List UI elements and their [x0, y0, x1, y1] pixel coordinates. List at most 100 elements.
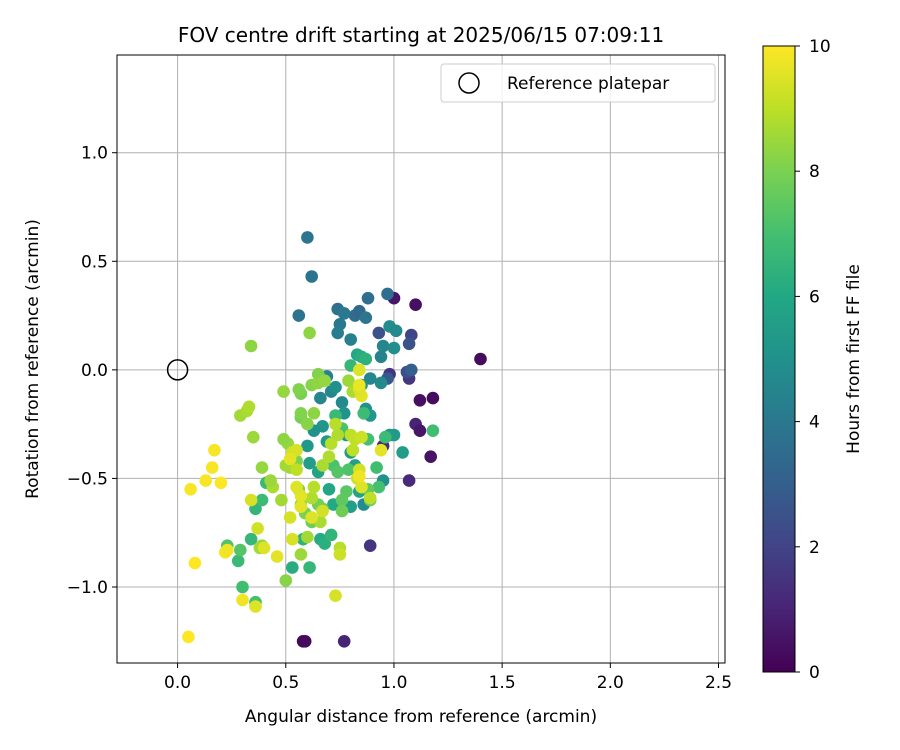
data-point-23 [301, 231, 314, 244]
x-tick-label: 1.0 [380, 673, 407, 693]
y-tick-label: 0.0 [81, 361, 108, 381]
data-point-128 [275, 493, 288, 507]
data-point-168 [290, 463, 303, 477]
data-point-71 [324, 528, 338, 542]
data-point-132 [247, 430, 260, 444]
data-point-53 [335, 396, 349, 409]
y-tick-label: −0.5 [67, 469, 108, 489]
data-point-159 [333, 548, 347, 561]
data-point-50 [314, 391, 327, 405]
data-point-166 [290, 443, 303, 457]
data-point-77 [255, 493, 269, 507]
data-point-139 [294, 548, 308, 561]
data-point-161 [305, 511, 319, 524]
data-point-162 [283, 511, 297, 524]
data-point-47 [396, 446, 409, 459]
data-point-148 [329, 417, 342, 431]
data-point-153 [355, 430, 368, 444]
data-point-130 [264, 474, 277, 487]
data-point-90 [370, 461, 383, 474]
data-point-116 [292, 383, 306, 396]
data-point-160 [316, 504, 329, 518]
data-point-1 [298, 635, 312, 648]
legend-reference-marker [458, 72, 480, 94]
data-point-184 [188, 556, 202, 570]
chart-title: FOV centre drift starting at 2025/06/15 … [178, 23, 664, 47]
data-point-113 [301, 417, 314, 431]
data-point-114 [307, 407, 321, 420]
data-point-145 [322, 450, 336, 464]
data-point-19 [372, 326, 386, 340]
data-point-103 [335, 504, 349, 518]
x-axis-label: Angular distance from reference (arcmin) [245, 707, 597, 727]
data-point-2 [337, 635, 351, 648]
data-point-190 [353, 378, 366, 392]
data-point-140 [301, 530, 314, 544]
x-tick-label: 1.5 [489, 673, 516, 693]
data-point-183 [184, 483, 197, 496]
data-point-125 [277, 433, 290, 446]
data-point-164 [294, 500, 308, 513]
data-point-29 [361, 291, 375, 305]
data-point-41 [374, 376, 388, 390]
y-axis: −1.0 −0.5 0.0 0.5 1.0 [67, 144, 117, 598]
colorbar-tick-label: 2 [809, 538, 820, 558]
legend-entry-reference: Reference platepar [507, 74, 669, 94]
data-point-182 [214, 476, 228, 490]
data-point-79 [231, 554, 245, 568]
data-point-167 [290, 480, 303, 494]
data-point-149 [342, 374, 355, 388]
data-point-74 [303, 561, 316, 574]
data-point-131 [255, 461, 269, 474]
data-point-18 [402, 337, 416, 351]
colorbar-tick-label: 8 [809, 162, 820, 182]
colorbar-tick-label: 4 [809, 413, 820, 433]
data-point-22 [381, 287, 394, 301]
data-points [182, 231, 487, 648]
data-point-8 [424, 450, 438, 464]
data-point-174 [244, 493, 258, 507]
x-tick-label: 0.5 [272, 673, 299, 693]
data-point-80 [236, 580, 249, 594]
data-point-6 [413, 394, 427, 407]
colorbar-tick-label: 10 [809, 37, 831, 57]
y-tick-label: 0.5 [81, 252, 108, 272]
data-point-170 [286, 532, 299, 546]
x-tick-label: 0.0 [164, 673, 191, 693]
data-point-91 [372, 480, 386, 494]
data-point-154 [346, 443, 360, 457]
data-point-25 [292, 309, 306, 322]
y-axis-label: Rotation from reference (arcmin) [23, 219, 43, 499]
data-point-30 [359, 311, 373, 325]
data-point-34 [344, 333, 358, 346]
plot-frame [116, 54, 726, 664]
data-point-88 [357, 407, 371, 420]
colorbar: 0 2 4 6 8 10 Hours from first FF file [762, 37, 864, 683]
data-point-178 [221, 543, 234, 557]
reference-platepar-marker [166, 359, 189, 381]
colorbar-gradient [762, 45, 796, 673]
data-point-33 [331, 326, 345, 340]
data-point-172 [251, 522, 264, 535]
data-point-192 [374, 443, 388, 457]
data-point-112 [294, 407, 308, 420]
data-point-100 [335, 493, 349, 507]
data-point-120 [318, 374, 332, 388]
data-point-144 [316, 459, 329, 472]
data-point-12 [363, 539, 377, 552]
x-tick-label: 2.0 [597, 673, 624, 693]
data-point-10 [413, 424, 427, 438]
data-point-92 [379, 430, 392, 444]
data-point-122 [244, 339, 258, 353]
colorbar-tick-label: 6 [809, 287, 820, 307]
data-point-157 [355, 480, 368, 494]
data-point-39 [387, 341, 401, 355]
colorbar-ticks: 0 2 4 6 8 10 [795, 37, 831, 683]
y-tick-label: 1.0 [81, 144, 108, 164]
data-point-146 [324, 437, 338, 451]
colorbar-label: Hours from first FF file [844, 264, 864, 454]
data-point-93 [426, 424, 440, 438]
data-point-180 [205, 461, 219, 474]
data-point-135 [242, 400, 256, 414]
data-point-121 [303, 326, 316, 340]
